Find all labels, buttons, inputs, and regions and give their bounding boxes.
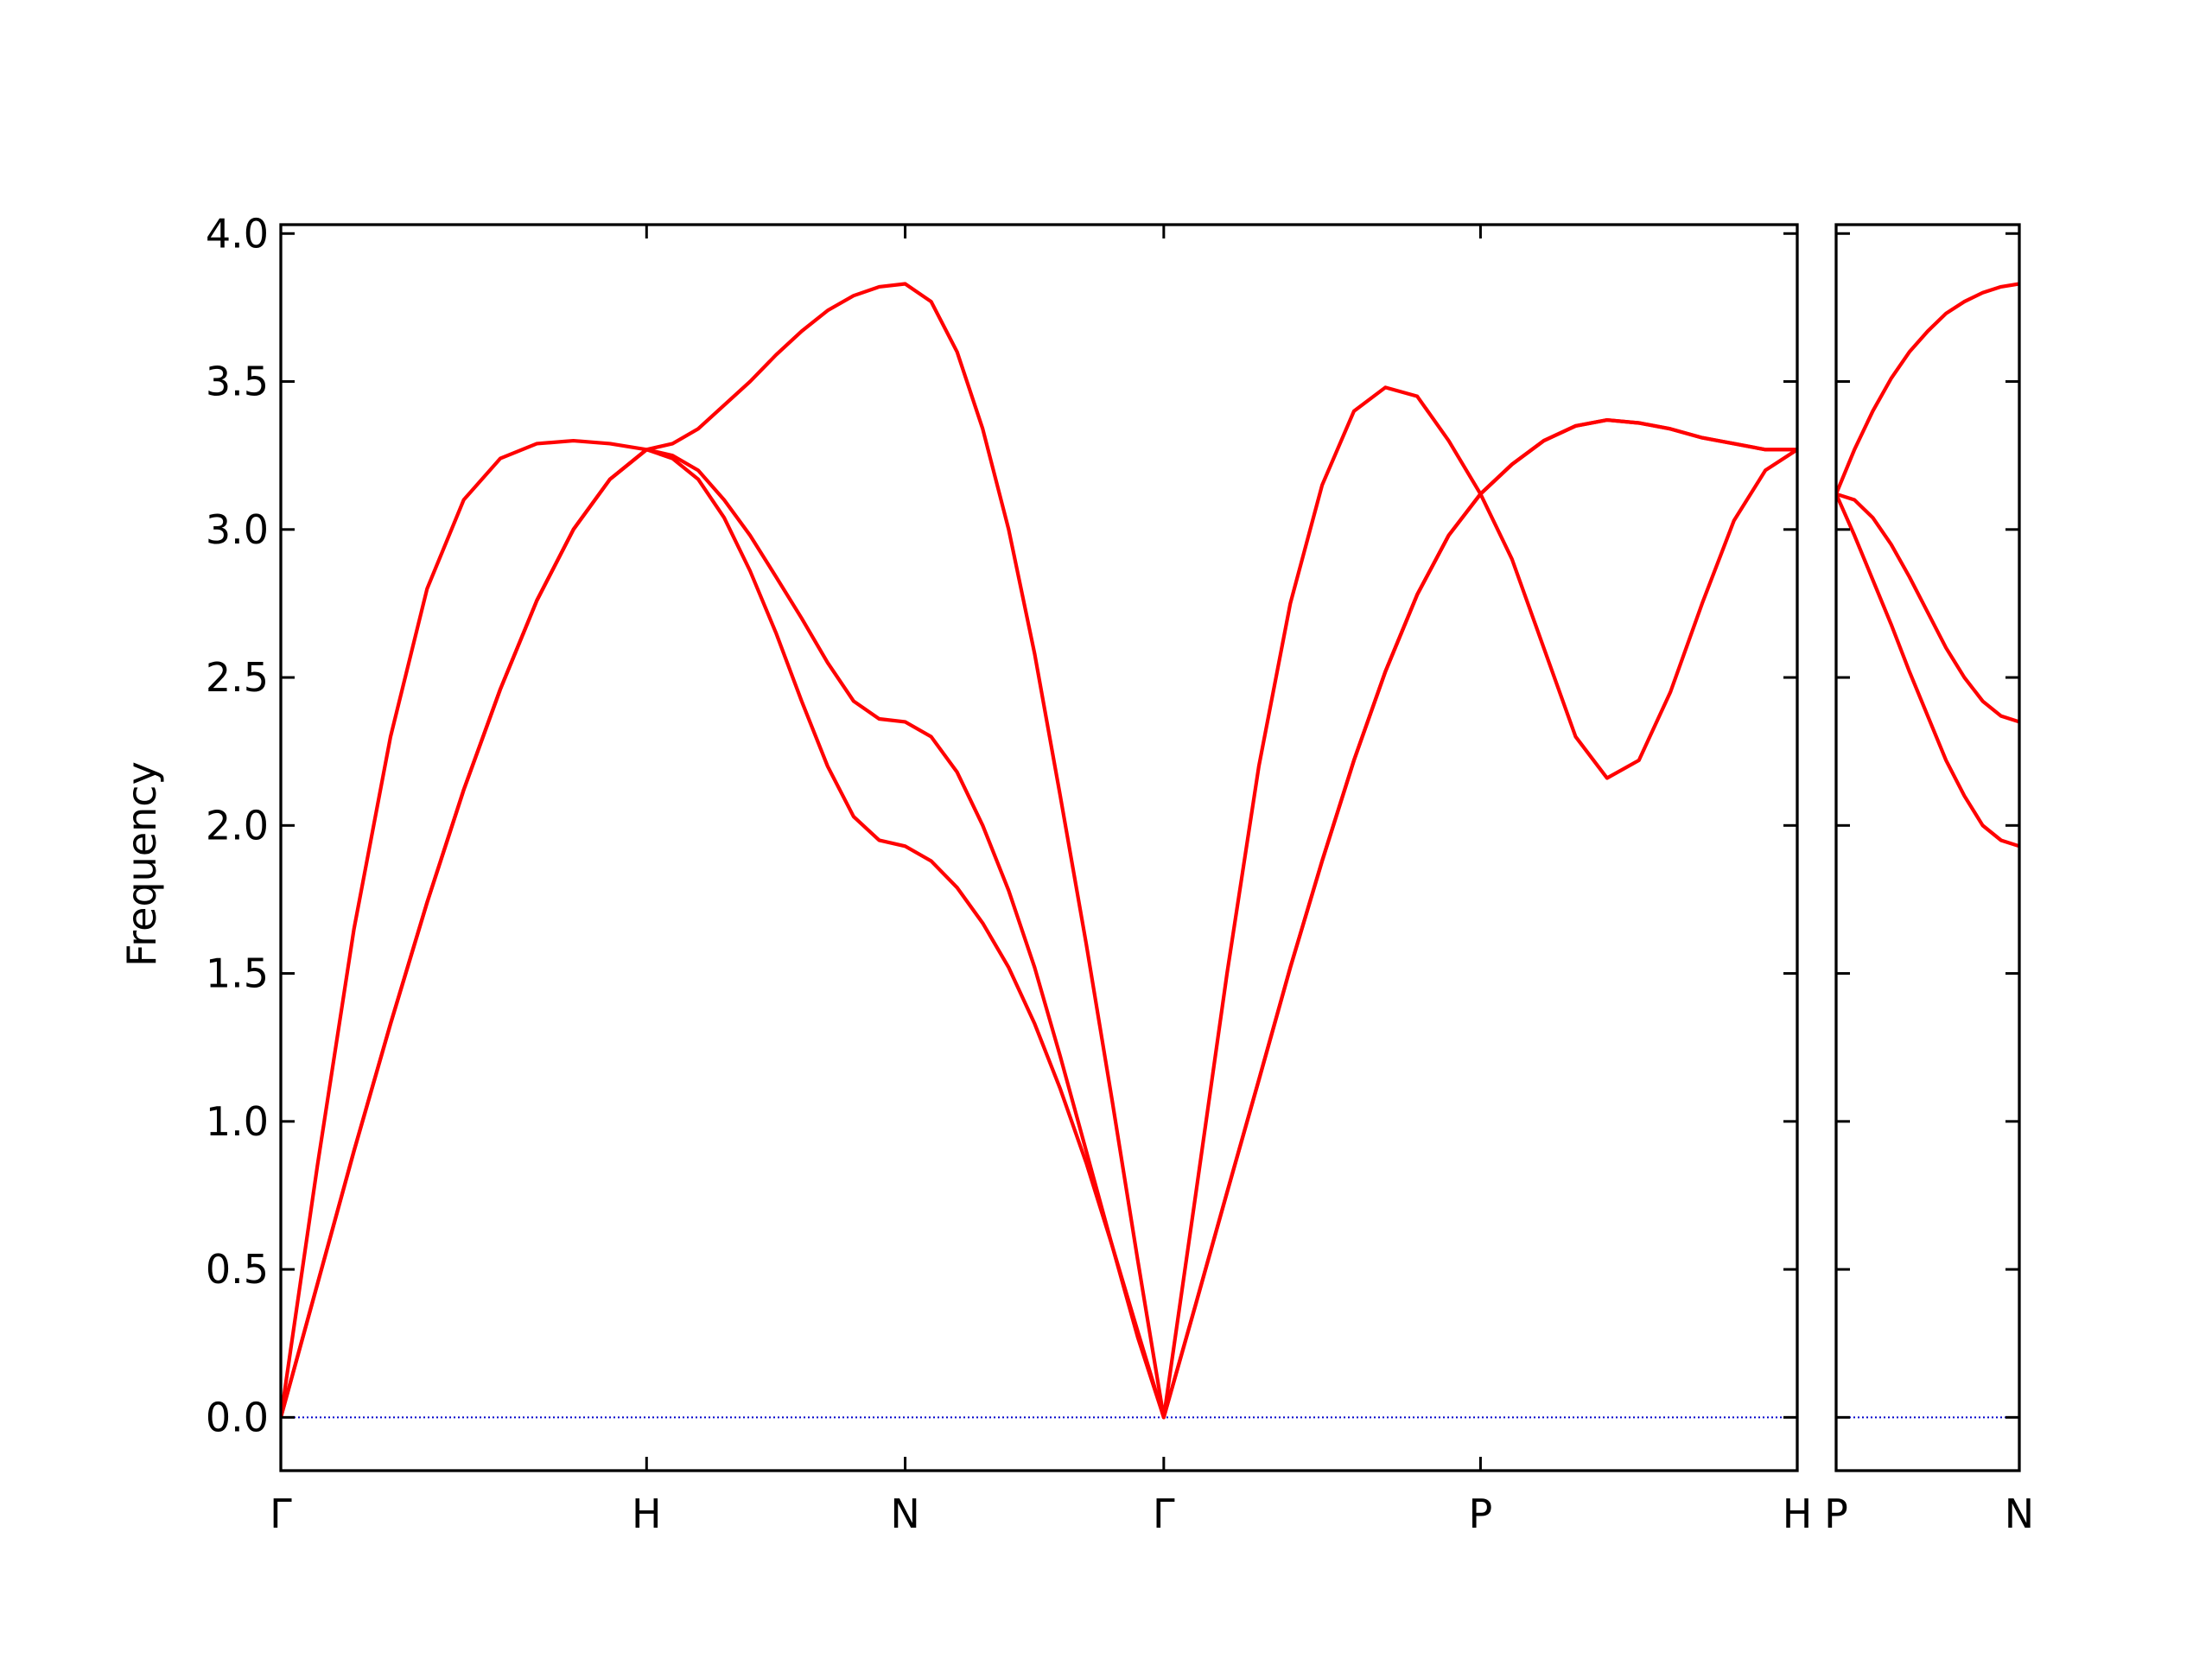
y-tick-label: 1.0 [206, 1098, 269, 1145]
y-tick-label: 1.5 [206, 950, 269, 997]
y-tick-label: 3.0 [206, 506, 269, 553]
x-tick-label: N [890, 1491, 919, 1537]
y-tick-label: 2.5 [206, 654, 269, 701]
y-tick-label: 0.0 [206, 1394, 269, 1440]
band-line [1836, 282, 2019, 495]
x-tick-label: H [1783, 1491, 1813, 1537]
band-line [281, 417, 1797, 1420]
y-axis-label: Frequency [118, 761, 165, 967]
y-tick-label: 0.5 [206, 1246, 269, 1293]
x-tick-label: Γ [1153, 1491, 1175, 1537]
axes-frame [279, 223, 1799, 1472]
band-line [1836, 493, 2019, 849]
x-tick-label: Γ [270, 1491, 292, 1537]
y-tick-label: 3.5 [206, 359, 269, 405]
axes-frame [1834, 223, 2021, 1472]
band-line [281, 448, 1797, 1420]
band-line [281, 282, 1797, 1420]
x-tick-label: P [1824, 1491, 1848, 1537]
y-tick-label: 4.0 [206, 210, 269, 257]
x-tick-label: P [1469, 1491, 1493, 1537]
x-tick-label: N [2005, 1491, 2034, 1537]
plot-area [1836, 282, 2019, 849]
band-line [1836, 492, 2019, 724]
x-tick-label: H [632, 1491, 662, 1537]
y-tick-label: 2.0 [206, 802, 269, 849]
plot-area [281, 282, 1797, 1420]
